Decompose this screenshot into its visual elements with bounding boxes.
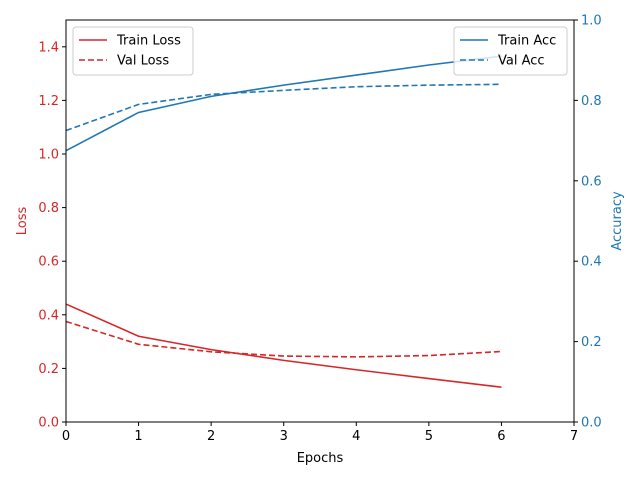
left-y-tick-label: 0.0 bbox=[38, 416, 59, 431]
legend-label: Train Acc bbox=[497, 34, 556, 49]
left-y-axis-label: Loss bbox=[15, 207, 30, 236]
left-y-tick-label: 0.2 bbox=[38, 362, 59, 377]
right-y-tick-label: 0.0 bbox=[581, 416, 602, 431]
right-y-tick-label: 0.8 bbox=[581, 94, 602, 109]
right-y-axis-ticks: 0.0 0.2 0.4 0.6 0.8 1.0 bbox=[574, 14, 602, 431]
right-y-tick-label: 0.4 bbox=[581, 255, 602, 270]
x-tick-label: 6 bbox=[497, 429, 505, 444]
legend-loss: Train Loss Val Loss bbox=[72, 26, 194, 76]
right-y-axis-label: Accuracy bbox=[610, 191, 625, 251]
left-y-tick-label: 0.8 bbox=[38, 201, 59, 216]
left-y-axis-ticks: 0.0 0.2 0.4 0.6 0.8 1.0 1.2 1.4 bbox=[38, 40, 66, 431]
legend-label: Val Loss bbox=[117, 54, 169, 69]
series-line-train-acc bbox=[65, 55, 502, 152]
legend-label: Train Loss bbox=[116, 34, 181, 49]
right-y-tick-label: 0.6 bbox=[581, 174, 602, 189]
x-tick-label: 5 bbox=[425, 429, 433, 444]
right-y-tick-label: 1.0 bbox=[581, 14, 602, 29]
x-tick-label: 4 bbox=[352, 429, 360, 444]
left-y-tick-label: 1.0 bbox=[38, 148, 59, 163]
legend-box bbox=[72, 26, 194, 76]
series-lines bbox=[65, 55, 502, 388]
plot-frame bbox=[65, 19, 575, 423]
x-tick-label: 7 bbox=[570, 429, 578, 444]
x-tick-label: 3 bbox=[280, 429, 288, 444]
right-y-tick-label: 0.2 bbox=[581, 335, 602, 350]
x-tick-label: 2 bbox=[207, 429, 215, 444]
x-tick-label: 0 bbox=[62, 429, 70, 444]
series-line-train-loss bbox=[65, 303, 502, 388]
legend-box bbox=[453, 26, 568, 76]
left-y-tick-label: 1.4 bbox=[38, 40, 59, 55]
legend-accuracy: Train Acc Val Acc bbox=[453, 26, 568, 76]
series-line-val-loss bbox=[65, 320, 502, 358]
left-y-tick-label: 1.2 bbox=[38, 94, 59, 109]
left-y-tick-label: 0.6 bbox=[38, 255, 59, 270]
series-line-val-acc bbox=[65, 83, 502, 132]
left-y-tick-label: 0.4 bbox=[38, 308, 59, 323]
x-axis-ticks: 0 1 2 3 4 5 6 7 bbox=[62, 422, 578, 444]
x-axis-label: Epochs bbox=[297, 451, 344, 466]
legend-label: Val Acc bbox=[498, 54, 545, 69]
x-tick-label: 1 bbox=[134, 429, 142, 444]
